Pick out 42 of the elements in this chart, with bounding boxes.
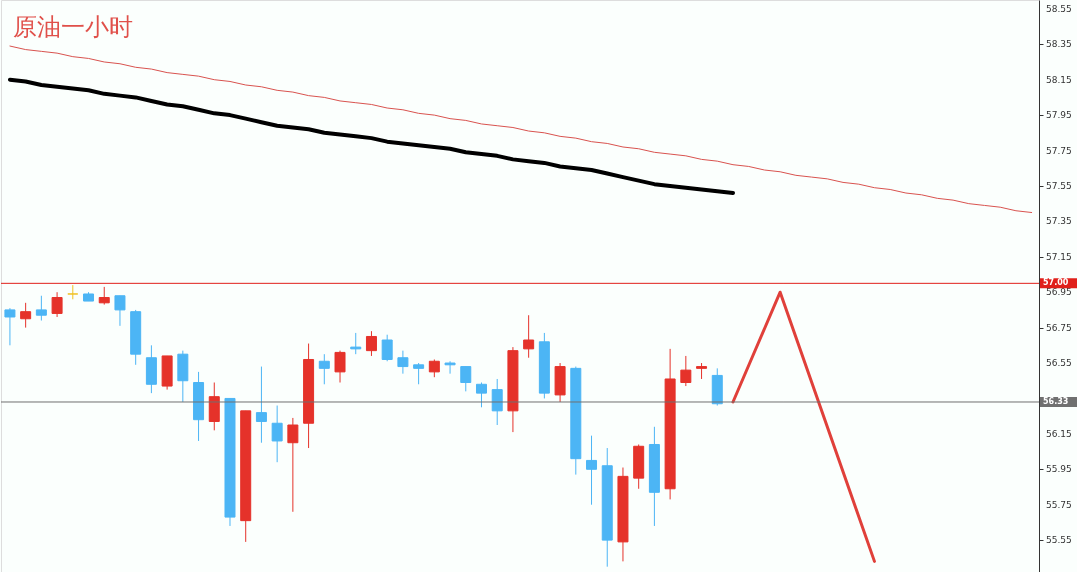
candlestick: [20, 302, 32, 329]
line-series: [7, 77, 735, 196]
candlestick: [51, 291, 63, 318]
candlestick: [4, 307, 16, 346]
y-tick-label: 56.75: [1046, 322, 1072, 333]
y-tick-label: 57.75: [1046, 145, 1072, 156]
y-tick-label: 57.15: [1046, 251, 1072, 262]
candlestick: [413, 362, 425, 385]
candlestick: [460, 366, 472, 392]
candlestick: [523, 314, 535, 359]
candlestick: [680, 355, 692, 387]
y-tick-label: 58.35: [1046, 39, 1072, 50]
ref-line-label: 57.00: [1043, 278, 1069, 288]
candlestick: [444, 360, 456, 375]
line-series: [9, 45, 1033, 214]
candlestick: [255, 366, 267, 444]
candlestick: [287, 417, 299, 513]
y-tick-label: 57.95: [1046, 110, 1072, 121]
candlestick: [318, 353, 330, 385]
text: 原油一小时: [12, 13, 133, 41]
candlestick: [271, 405, 283, 463]
y-tick-label: 57.35: [1046, 216, 1072, 227]
candlestick: [35, 295, 47, 322]
y-tick-label: 58.55: [1046, 3, 1072, 14]
y-tick-label: 56.95: [1046, 287, 1072, 298]
candlestick: [334, 350, 346, 384]
candlestick: [491, 378, 503, 426]
y-tick-label: 55.95: [1046, 464, 1072, 475]
candlestick: [365, 330, 377, 357]
ref-line-label: 56.33: [1043, 396, 1069, 406]
y-tick-label: 58.15: [1046, 74, 1072, 85]
y-tick-label: 56.15: [1046, 428, 1072, 439]
candlestick: [586, 435, 598, 506]
y-tick-label: 55.75: [1046, 499, 1072, 510]
candlestick: [114, 295, 126, 327]
y-tick-label: 56.55: [1046, 358, 1072, 369]
candlestick: [350, 332, 362, 355]
candlestick: [381, 334, 393, 362]
y-tick-label: 55.55: [1046, 535, 1072, 546]
candlestick: [397, 350, 409, 375]
y-tick-label: 57.55: [1046, 180, 1072, 191]
candlestick: [475, 382, 487, 408]
